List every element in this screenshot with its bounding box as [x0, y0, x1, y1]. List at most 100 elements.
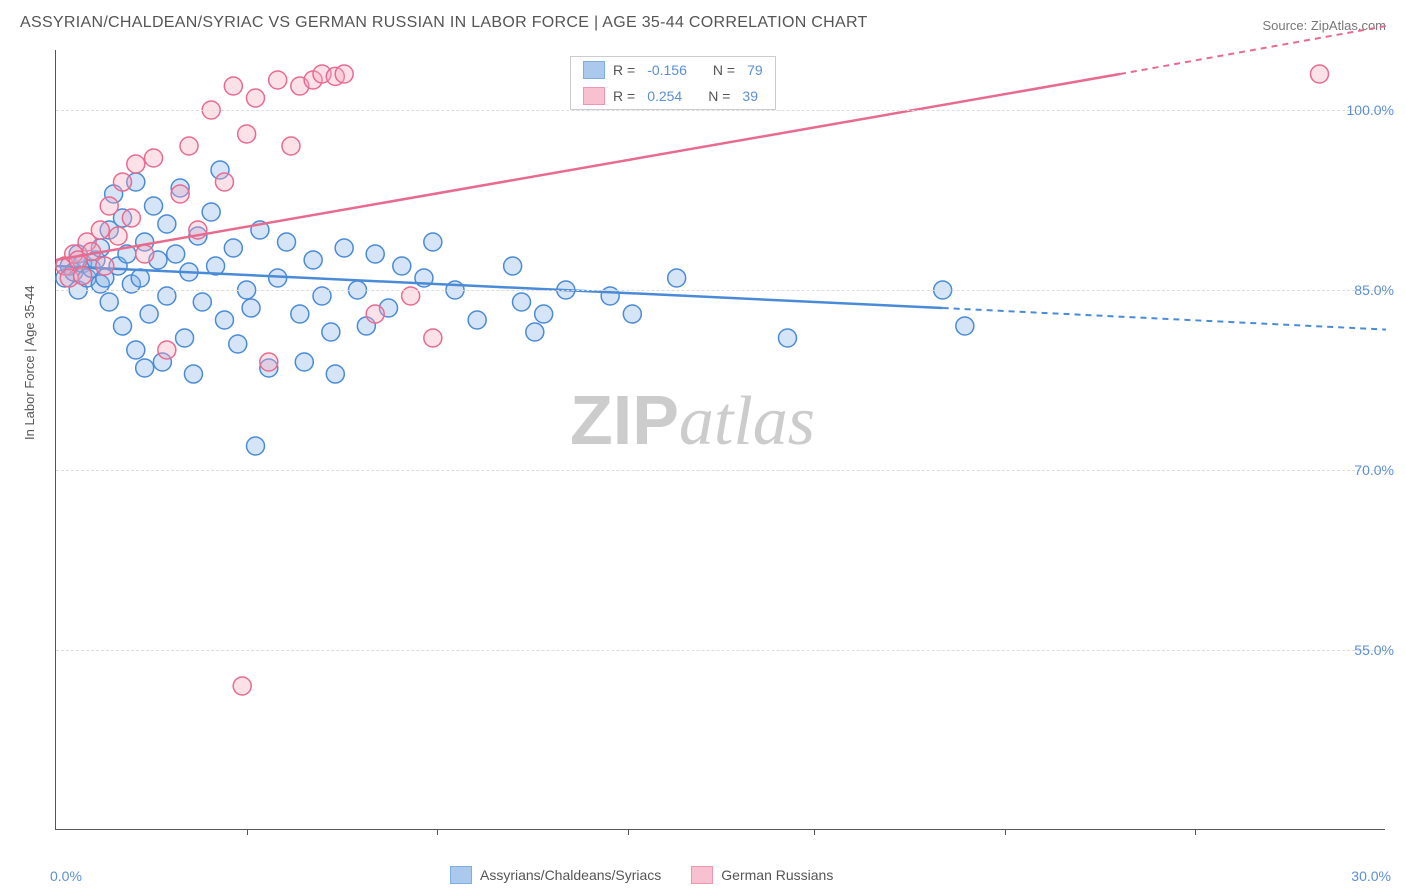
scatter-point-german_russian: [366, 305, 384, 323]
scatter-point-assyrian: [224, 239, 242, 257]
scatter-point-assyrian: [202, 203, 220, 221]
x-tick: [1005, 829, 1006, 835]
legend-item-german: German Russians: [691, 866, 833, 884]
y-tick-label: 55.0%: [1354, 642, 1394, 658]
scatter-point-assyrian: [335, 239, 353, 257]
scatter-point-assyrian: [247, 437, 265, 455]
legend-label-assyrian: Assyrians/Chaldeans/Syriacs: [480, 867, 661, 883]
scatter-plot-svg: [56, 50, 1385, 829]
x-tick: [437, 829, 438, 835]
scatter-point-german_russian: [158, 341, 176, 359]
n-label: N =: [713, 62, 735, 78]
scatter-point-assyrian: [140, 305, 158, 323]
scatter-point-german_russian: [109, 227, 127, 245]
scatter-point-assyrian: [535, 305, 553, 323]
n-value-german: 39: [742, 88, 758, 104]
regression-line-assyrian: [56, 266, 943, 308]
scatter-point-assyrian: [291, 305, 309, 323]
scatter-point-assyrian: [278, 233, 296, 251]
r-label: R =: [613, 88, 635, 104]
y-axis-label: In Labor Force | Age 35-44: [22, 286, 37, 440]
scatter-point-assyrian: [100, 293, 118, 311]
scatter-point-assyrian: [193, 293, 211, 311]
scatter-point-german_russian: [114, 173, 132, 191]
scatter-point-german_russian: [233, 677, 251, 695]
scatter-point-assyrian: [468, 311, 486, 329]
x-tick-end: 30.0%: [1351, 868, 1391, 884]
series-legend: Assyrians/Chaldeans/Syriacs German Russi…: [450, 866, 833, 884]
scatter-point-german_russian: [171, 185, 189, 203]
scatter-point-assyrian: [504, 257, 522, 275]
scatter-point-assyrian: [176, 329, 194, 347]
scatter-point-german_russian: [136, 245, 154, 263]
swatch-german: [583, 87, 605, 105]
grid-line-h: [56, 470, 1385, 471]
grid-line-h: [56, 290, 1385, 291]
scatter-point-assyrian: [158, 215, 176, 233]
scatter-point-assyrian: [127, 341, 145, 359]
scatter-point-german_russian: [145, 149, 163, 167]
scatter-point-assyrian: [322, 323, 340, 341]
scatter-point-german_russian: [91, 221, 109, 239]
grid-line-h: [56, 650, 1385, 651]
swatch-german-bottom: [691, 866, 713, 884]
scatter-point-german_russian: [96, 257, 114, 275]
scatter-point-assyrian: [229, 335, 247, 353]
legend-row-german: R = 0.254 N = 39: [571, 83, 775, 109]
x-tick: [628, 829, 629, 835]
regression-dash-german_russian: [1120, 26, 1386, 74]
r-value-assyrian: -0.156: [647, 62, 687, 78]
scatter-point-german_russian: [424, 329, 442, 347]
x-tick-start: 0.0%: [50, 868, 82, 884]
scatter-point-assyrian: [424, 233, 442, 251]
scatter-point-german_russian: [238, 125, 256, 143]
scatter-point-german_russian: [269, 71, 287, 89]
scatter-point-assyrian: [366, 245, 384, 263]
scatter-point-german_russian: [1311, 65, 1329, 83]
legend-label-german: German Russians: [721, 867, 833, 883]
scatter-point-assyrian: [304, 251, 322, 269]
chart-title: ASSYRIAN/CHALDEAN/SYRIAC VS GERMAN RUSSI…: [20, 14, 868, 32]
scatter-point-german_russian: [100, 197, 118, 215]
scatter-point-assyrian: [393, 257, 411, 275]
scatter-point-german_russian: [335, 65, 353, 83]
scatter-point-assyrian: [167, 245, 185, 263]
n-label: N =: [708, 88, 730, 104]
y-tick-label: 70.0%: [1354, 462, 1394, 478]
scatter-point-assyrian: [668, 269, 686, 287]
scatter-point-german_russian: [247, 89, 265, 107]
scatter-point-german_russian: [260, 353, 278, 371]
r-label: R =: [613, 62, 635, 78]
scatter-point-assyrian: [136, 359, 154, 377]
scatter-point-german_russian: [180, 137, 198, 155]
n-value-assyrian: 79: [747, 62, 763, 78]
scatter-point-assyrian: [623, 305, 641, 323]
scatter-point-assyrian: [131, 269, 149, 287]
scatter-point-assyrian: [242, 299, 260, 317]
x-tick: [1195, 829, 1196, 835]
scatter-point-assyrian: [513, 293, 531, 311]
scatter-point-german_russian: [282, 137, 300, 155]
scatter-point-assyrian: [956, 317, 974, 335]
legend-item-assyrian: Assyrians/Chaldeans/Syriacs: [450, 866, 661, 884]
scatter-point-german_russian: [215, 173, 233, 191]
scatter-point-assyrian: [145, 197, 163, 215]
regression-dash-assyrian: [943, 308, 1386, 330]
x-tick: [814, 829, 815, 835]
scatter-point-assyrian: [215, 311, 233, 329]
scatter-point-german_russian: [122, 209, 140, 227]
scatter-point-assyrian: [779, 329, 797, 347]
chart-plot-area: [55, 50, 1385, 830]
x-tick: [247, 829, 248, 835]
scatter-point-assyrian: [326, 365, 344, 383]
scatter-point-german_russian: [74, 267, 92, 285]
swatch-assyrian: [583, 61, 605, 79]
scatter-point-german_russian: [224, 77, 242, 95]
correlation-legend: R = -0.156 N = 79 R = 0.254 N = 39: [570, 56, 776, 110]
source-label: Source: ZipAtlas.com: [1262, 18, 1386, 33]
r-value-german: 0.254: [647, 88, 682, 104]
scatter-point-assyrian: [526, 323, 544, 341]
scatter-point-assyrian: [295, 353, 313, 371]
legend-row-assyrian: R = -0.156 N = 79: [571, 57, 775, 83]
y-tick-label: 100.0%: [1347, 102, 1394, 118]
